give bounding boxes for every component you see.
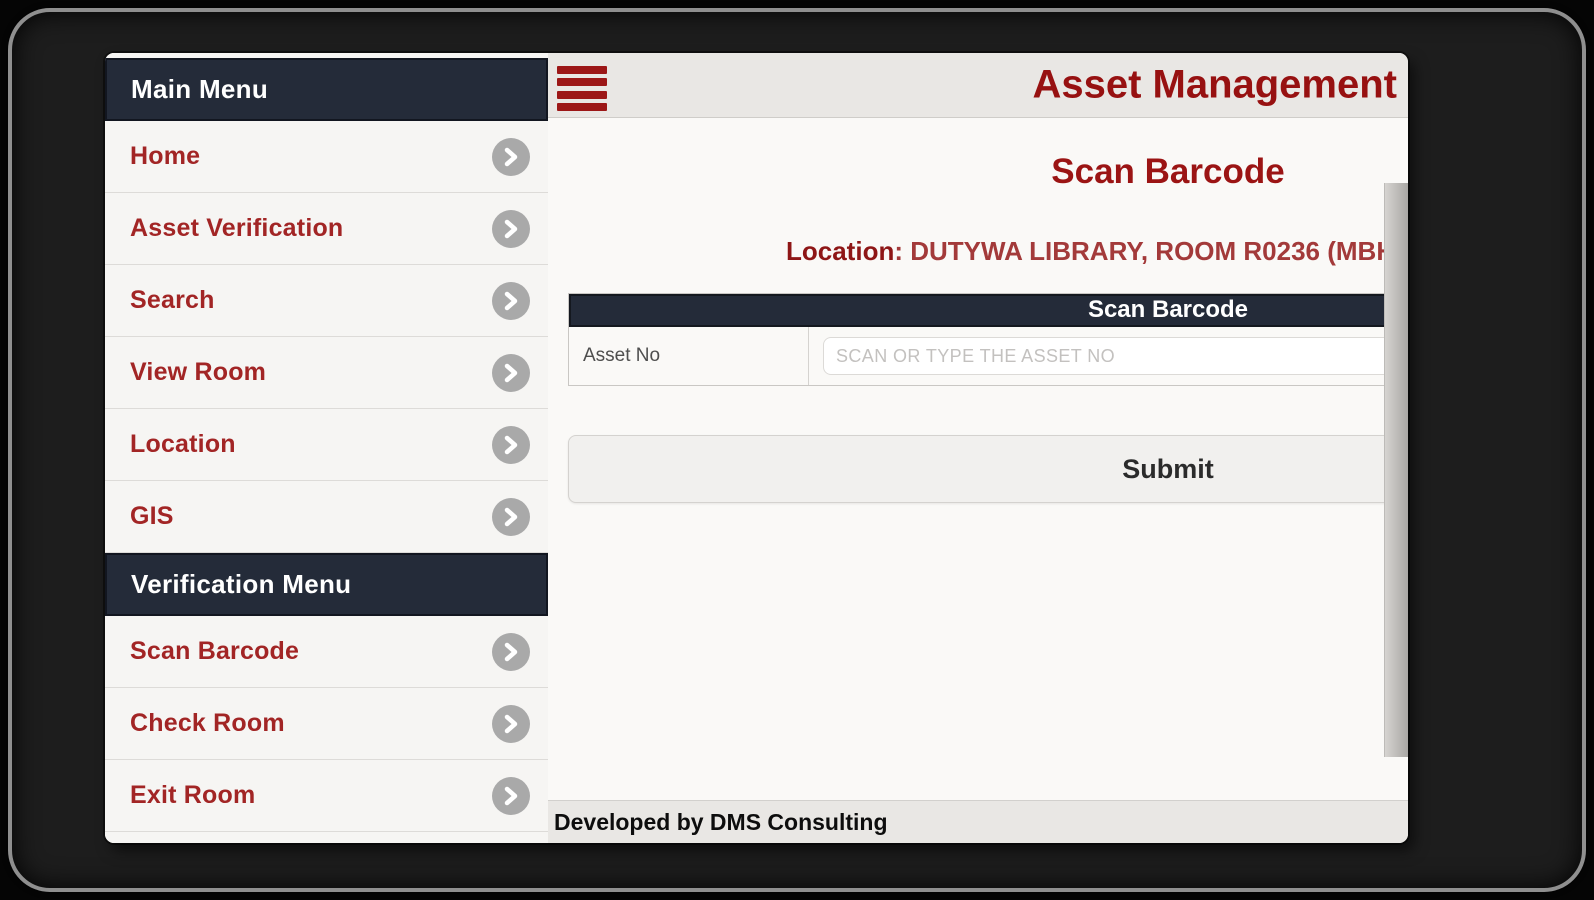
- sidebar-item-label: Search: [130, 286, 215, 314]
- submit-button[interactable]: Submit: [568, 435, 1408, 503]
- scan-barcode-table: Scan Barcode Asset No: [568, 293, 1408, 386]
- hamburger-menu-icon[interactable]: [557, 66, 607, 111]
- chevron-right-circle-icon: [492, 632, 530, 671]
- sidebar-item-label: GIS: [130, 502, 174, 530]
- chevron-right-circle-icon: [492, 776, 530, 815]
- page-title: Asset Management: [1032, 62, 1397, 107]
- chevron-right-circle-icon: [492, 137, 530, 176]
- location-label: Location: [786, 236, 895, 266]
- sidebar: Main Menu Home Asset Verification Search…: [105, 53, 548, 843]
- sidebar-item-home[interactable]: Home: [105, 121, 548, 193]
- sidebar-item-asset-verification[interactable]: Asset Verification: [105, 193, 548, 265]
- chevron-right-circle-icon: [492, 497, 530, 536]
- sidebar-item-exit-room[interactable]: Exit Room: [105, 760, 548, 832]
- sidebar-item-check-room[interactable]: Check Room: [105, 688, 548, 760]
- sidebar-item-label: View Room: [130, 358, 267, 386]
- sidebar-item-label: Scan Barcode: [130, 637, 300, 665]
- sidebar-item-scan-barcode[interactable]: Scan Barcode: [105, 616, 548, 688]
- scan-barcode-page: Scan Barcode Location: DUTYWA LIBRARY, R…: [568, 118, 1408, 503]
- sidebar-item-location[interactable]: Location: [105, 409, 548, 481]
- main-content: Asset Management Scan Barcode Location: …: [548, 53, 1408, 843]
- chevron-right-circle-icon: [492, 704, 530, 743]
- sidebar-item-label: Location: [130, 430, 236, 458]
- sidebar-item-search[interactable]: Search: [105, 265, 548, 337]
- vertical-scrollbar[interactable]: [1384, 183, 1408, 757]
- sidebar-item-label: Check Room: [130, 709, 285, 737]
- app-window: Main Menu Home Asset Verification Search…: [105, 53, 1408, 843]
- asset-no-label: Asset No: [569, 327, 809, 385]
- sidebar-item-label: Exit Room: [130, 781, 256, 809]
- table-row: Asset No: [569, 327, 1408, 385]
- sidebar-item-label: Asset Verification: [130, 214, 344, 242]
- main-body: Scan Barcode Location: DUTYWA LIBRARY, R…: [548, 118, 1408, 800]
- sidebar-item-view-room[interactable]: View Room: [105, 337, 548, 409]
- location-line: Location: DUTYWA LIBRARY, ROOM R0236 (MB…: [786, 236, 1408, 267]
- table-header: Scan Barcode: [569, 294, 1408, 327]
- verification-menu-header: Verification Menu: [105, 553, 548, 616]
- chevron-right-circle-icon: [492, 281, 530, 320]
- asset-no-cell: [809, 327, 1408, 385]
- footer-credit: Developed by DMS Consulting: [548, 800, 1408, 843]
- sidebar-item-gis[interactable]: GIS: [105, 481, 548, 553]
- asset-no-input[interactable]: [823, 337, 1408, 375]
- chevron-right-circle-icon: [492, 209, 530, 248]
- chevron-right-circle-icon: [492, 353, 530, 392]
- main-menu-header: Main Menu: [105, 58, 548, 121]
- main-header: Asset Management: [548, 53, 1408, 118]
- sidebar-item-label: Home: [130, 142, 201, 170]
- location-value: : DUTYWA LIBRARY, ROOM R0236 (MBH: [894, 236, 1396, 266]
- scan-barcode-heading: Scan Barcode: [1051, 152, 1285, 191]
- chevron-right-circle-icon: [492, 425, 530, 464]
